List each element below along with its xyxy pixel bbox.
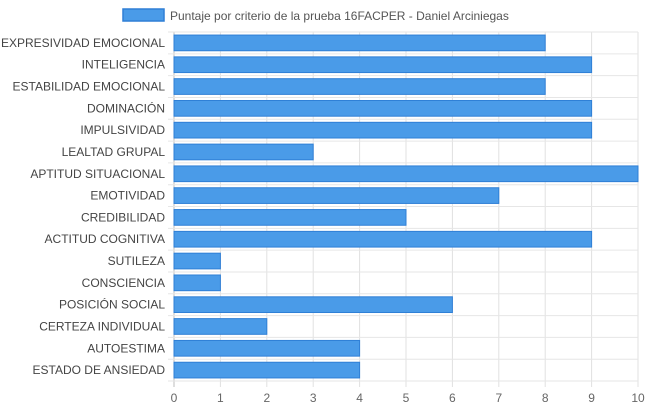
bar[interactable]	[173, 187, 500, 204]
bars	[173, 34, 639, 379]
bar[interactable]	[173, 339, 361, 357]
legend-swatch	[122, 8, 165, 22]
category-label: CERTEZA INDIVIDUAL	[39, 319, 165, 333]
bar[interactable]	[173, 274, 221, 292]
category-label: INTELIGENCIA	[82, 58, 165, 72]
bar[interactable]	[173, 99, 593, 117]
x-axis-ticks: 0 1 2 3 4 5 6 7 8 9 10	[171, 391, 645, 405]
category-label: POSICIÓN SOCIAL	[59, 297, 165, 312]
bar[interactable]	[173, 318, 268, 335]
bar[interactable]	[173, 34, 546, 52]
category-label: EMOTIVIDAD	[90, 189, 165, 203]
x-tick-label: 5	[403, 391, 410, 405]
bar[interactable]	[173, 361, 361, 379]
bar[interactable]	[173, 252, 221, 270]
bar[interactable]	[173, 121, 593, 139]
bar[interactable]	[173, 143, 314, 161]
category-label: LEALTAD GRUPAL	[62, 145, 166, 159]
category-label: ESTABILIDAD EMOCIONAL	[13, 80, 166, 94]
category-label: ACTITUD COGNITIVA	[45, 232, 165, 246]
x-tick-label: 6	[449, 391, 456, 405]
x-tick-label: 2	[263, 391, 270, 405]
bar[interactable]	[173, 56, 593, 74]
category-label: CREDIBILIDAD	[81, 210, 165, 224]
category-label: CONSCIENCIA	[82, 276, 165, 290]
x-tick-label: 1	[217, 391, 224, 405]
x-tick-label: 10	[631, 391, 645, 405]
x-tick-label: 7	[495, 391, 502, 405]
bar[interactable]	[173, 209, 407, 226]
category-label: EXPRESIVIDAD EMOCIONAL	[1, 36, 165, 50]
bar[interactable]	[173, 296, 453, 314]
category-label: IMPULSIVIDAD	[80, 123, 165, 137]
x-tick-label: 0	[171, 391, 178, 405]
x-tick-label: 8	[542, 391, 549, 405]
category-label: APTITUD SITUACIONAL	[30, 167, 165, 181]
category-label: AUTOESTIMA	[87, 341, 165, 355]
bar[interactable]	[173, 230, 593, 248]
bar[interactable]	[173, 78, 546, 95]
category-label: ESTADO DE ANSIEDAD	[33, 363, 166, 377]
x-tick-label: 9	[588, 391, 595, 405]
bar[interactable]	[173, 165, 639, 183]
legend[interactable]: Puntaje por criterio de la prueba 16FACP…	[122, 8, 509, 23]
x-tick-label: 3	[310, 391, 317, 405]
legend-label: Puntaje por criterio de la prueba 16FACP…	[170, 9, 509, 23]
category-labels: EXPRESIVIDAD EMOCIONAL INTELIGENCIA ESTABI…	[1, 36, 165, 377]
category-label: DOMINACIÓN	[87, 100, 165, 115]
category-label: SUTILEZA	[108, 254, 165, 268]
x-tick-label: 4	[356, 391, 363, 405]
